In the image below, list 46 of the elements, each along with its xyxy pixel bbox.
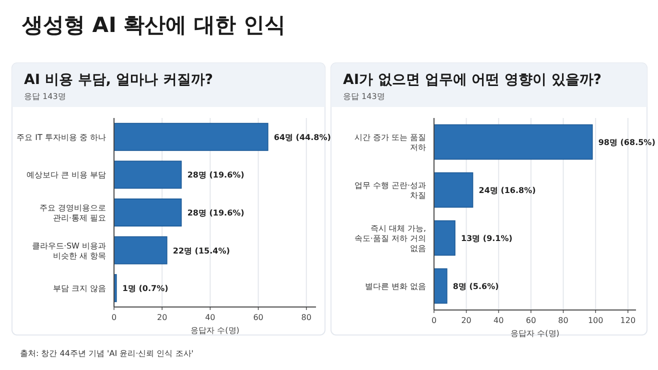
bar [114, 122, 268, 151]
data-label: 1명 (0.7%) [122, 284, 168, 294]
bar [434, 220, 456, 256]
text: 응답 143명 [343, 92, 385, 101]
y-tick-label: 클라우드·SW 비용과 비슷한 새 항목 [32, 241, 106, 260]
x-tick-label: 120 [620, 316, 636, 325]
y-tick-label: 별다른 변화 없음 [364, 282, 426, 291]
data-label: 98명 (68.5%) [598, 138, 656, 147]
x-tick-label: 20 [461, 316, 472, 325]
bar [114, 160, 182, 189]
data-label: 24명 (16.8%) [478, 186, 536, 195]
x-tick-label: 0 [111, 313, 117, 322]
y-tick-label: 시간 증가 또는 품질 저하 [354, 133, 426, 152]
chart-title: AI가 없으면 업무에 어떤 영향이 있을까? [343, 72, 602, 88]
y-tick-label: 주요 경영비용으로 관리·통제 필요 [39, 204, 106, 222]
bar [114, 198, 182, 227]
bar [434, 172, 474, 208]
x-axis-title: 응답자 수(명) [190, 326, 240, 335]
x-tick-label: 80 [301, 313, 312, 322]
bar [434, 268, 448, 304]
x-tick-label: 80 [558, 316, 568, 325]
x-tick-label: 60 [253, 313, 264, 322]
data-label: 28명 (19.6%) [187, 170, 244, 180]
x-axis-title: 응답자 수(명) [510, 329, 560, 338]
y-tick-label: 주요 IT 투자비용 중 하나 [16, 132, 106, 142]
source-note: 출처: 창간 44주년 기념 'AI 윤리·신뢰 인식 조사' [20, 349, 194, 358]
bar [114, 236, 168, 264]
data-label: 64명 (44.8%) [274, 132, 331, 142]
data-label: 22명 (15.4%) [172, 246, 230, 256]
chart-title: AI 비용 부담, 얼마나 커질까? [24, 72, 213, 88]
x-tick-label: 100 [588, 316, 604, 325]
x-tick-label: 40 [205, 313, 216, 322]
y-tick-label: 부담 크지 않음 [52, 284, 106, 294]
y-tick-label: 업무 수행 곤란·성과 차질 [354, 181, 426, 200]
data-label: 28명 (19.6%) [187, 208, 244, 218]
y-tick-label: 즉시 대체 가능, 속도·품질 저하 거의 없음 [354, 224, 426, 253]
data-label: 8명 (5.6%) [452, 282, 499, 291]
text: 응답 143명 [24, 92, 66, 101]
data-label: 13명 (9.1%) [461, 234, 512, 243]
x-tick-label: 20 [157, 313, 168, 322]
x-tick-label: 0 [431, 316, 437, 325]
text: 생성형 AI 확산에 대한 인식 [21, 13, 286, 37]
y-tick-label: 예상보다 큰 비용 부담 [26, 170, 106, 180]
bar [434, 124, 593, 160]
x-tick-label: 60 [526, 316, 536, 325]
x-tick-label: 40 [494, 316, 504, 325]
